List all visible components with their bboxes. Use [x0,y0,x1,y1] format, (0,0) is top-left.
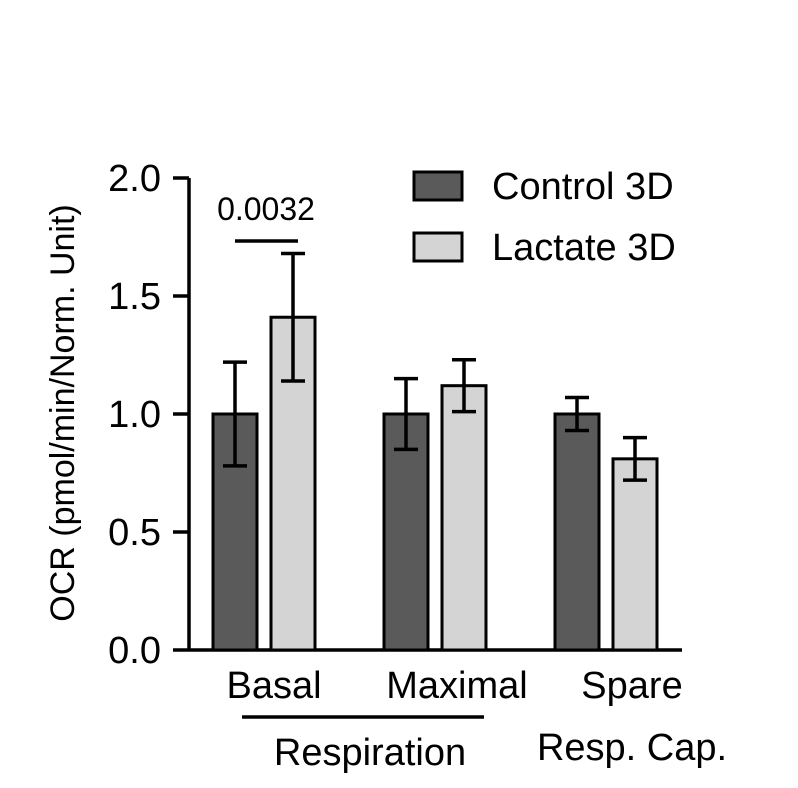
annotations: 0.0032 [217,191,315,243]
y-axis-label: OCR (pmol/min/Norm. Unit) [44,204,82,621]
error-bars [223,251,647,482]
legend-swatch [412,170,464,202]
legend: Control 3D Lactate 3D [412,166,676,269]
bar-control-3d-maximal [382,412,430,652]
significance-pvalue: 0.0032 [217,191,315,227]
bars [211,315,659,652]
y-tick-label: 1.5 [108,276,161,318]
legend-label: Control 3D [492,166,674,208]
bar-control-3d-spare [553,412,601,652]
bar-lactate-3d-spare [611,457,659,652]
legend-label: Lactate 3D [492,227,676,269]
y-tick-label: 0.5 [108,512,161,554]
x-category-label: Maximal [386,665,527,707]
y-tick-label: 1.0 [108,394,161,436]
group-label: Resp. Cap. [537,727,727,769]
x-category-label: Basal [226,665,321,707]
legend-swatch [412,231,464,263]
y-tick-label: 0.0 [108,630,161,672]
group-label: Respiration [274,732,466,774]
y-tick-label: 2.0 [108,158,161,200]
axes: 0.0 0.5 1.0 1.5 2.0 Basal Maximal Spare Respirat… [108,158,727,774]
bar-lactate-3d-maximal [440,384,488,652]
x-category-label: Spare [581,665,682,707]
